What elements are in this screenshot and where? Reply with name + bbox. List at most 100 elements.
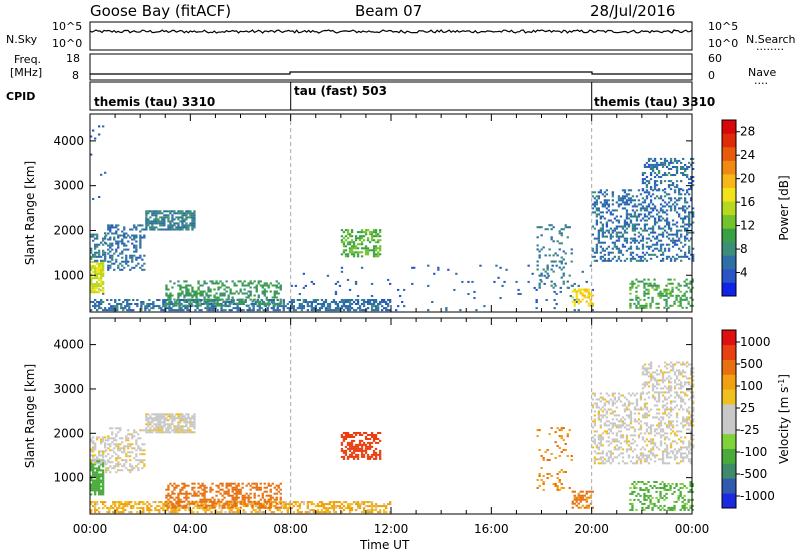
echo-cell: [191, 488, 194, 491]
echo-cell: [171, 421, 174, 424]
echo-cell: [591, 398, 595, 401]
echo-cell: [125, 232, 128, 235]
echo-cell: [377, 235, 380, 238]
echo-cell: [107, 443, 110, 446]
echo-cell: [267, 482, 270, 485]
echo-cell: [675, 203, 679, 206]
echo-cell: [611, 221, 615, 224]
echo-cell: [334, 293, 338, 296]
echo-cell: [107, 439, 110, 442]
echo-cell: [278, 305, 281, 308]
echo-cell: [217, 296, 220, 299]
echo-cell: [641, 416, 645, 419]
echo-cell: [167, 220, 170, 223]
echo-cell: [217, 282, 220, 285]
echo-cell: [661, 294, 664, 297]
echo-cell: [601, 231, 605, 234]
echo-cell: [655, 168, 659, 171]
echo-cell: [358, 235, 362, 238]
echo-cell: [209, 288, 212, 291]
echo-cell: [647, 450, 651, 453]
echo-cell: [92, 271, 95, 274]
echo-cell: [607, 460, 611, 463]
echo-cell: [558, 230, 561, 233]
echo-cell: [352, 241, 356, 244]
echo-cell: [272, 505, 275, 508]
echo-cell: [251, 300, 254, 303]
echo-cell: [356, 255, 360, 258]
echo-cell: [220, 303, 223, 306]
echo-cell: [102, 269, 105, 272]
echo-cell: [326, 503, 330, 506]
echo-cell: [607, 205, 611, 208]
cpid-segment-label-3: themis (tau) 3310: [594, 95, 716, 109]
echo-cell: [573, 304, 576, 307]
echo-cell: [240, 309, 243, 312]
echo-cell: [149, 222, 152, 225]
echo-cell: [128, 307, 131, 310]
echo-cell: [633, 434, 637, 437]
echo-cell: [98, 477, 101, 480]
echo-cell: [366, 239, 370, 242]
echo-cell: [102, 253, 105, 256]
echo-cell: [169, 222, 172, 225]
echo-cell: [633, 205, 637, 208]
echo-cell: [533, 286, 536, 289]
echo-cell: [362, 509, 366, 512]
echo-cell: [366, 249, 370, 252]
echo-cell: [577, 284, 580, 287]
echo-cell: [663, 191, 667, 194]
echo-cell: [366, 445, 370, 448]
echo-cell: [690, 163, 693, 166]
echo-cell: [231, 504, 234, 507]
echo-cell: [239, 492, 242, 495]
echo-cell: [350, 455, 354, 458]
echo-cell: [257, 488, 260, 491]
echo-cell: [663, 396, 667, 399]
echo-cell: [649, 168, 653, 171]
echo-cell: [109, 226, 112, 229]
echo-cell: [104, 309, 107, 312]
echo-cell: [342, 251, 346, 254]
echo-cell: [554, 260, 557, 263]
echo-cell: [536, 244, 539, 247]
echo-cell: [540, 226, 543, 229]
echo-cell: [605, 235, 609, 238]
echo-cell: [637, 284, 640, 287]
echo-cell: [607, 231, 611, 234]
echo-cell: [627, 428, 631, 431]
echo-cell: [657, 217, 661, 220]
echo-cell: [115, 445, 118, 448]
echo-cell: [94, 275, 97, 278]
echo-cell: [684, 170, 687, 173]
noise-strip-frame: [89, 21, 693, 51]
echo-cell: [120, 305, 123, 308]
echo-cell: [185, 431, 188, 434]
echo-cell: [116, 305, 119, 308]
echo-cell: [276, 299, 279, 302]
echo-cell: [284, 505, 287, 508]
echo-cell: [100, 281, 103, 284]
echo-cell: [655, 306, 658, 309]
echo-cell: [174, 309, 177, 312]
echo-cell: [431, 301, 434, 304]
echo-cell: [235, 496, 238, 499]
echo-cell: [165, 423, 168, 426]
echo-cell: [593, 440, 597, 443]
echo-cell: [183, 218, 186, 221]
echo-cell: [173, 504, 176, 507]
echo-cell: [593, 450, 597, 453]
echo-cell: [225, 290, 228, 293]
echo-cell: [164, 299, 167, 302]
echo-cell: [90, 493, 93, 496]
echo-cell: [678, 237, 681, 240]
echo-cell: [645, 444, 649, 447]
echo-cell: [643, 414, 647, 417]
echo-cell: [589, 502, 593, 505]
echo-cell: [356, 453, 360, 456]
echo-cell: [692, 184, 695, 187]
echo-cell: [119, 427, 122, 430]
echo-cell: [92, 253, 95, 256]
echo-cell: [340, 447, 344, 450]
echo-cell: [643, 215, 647, 218]
